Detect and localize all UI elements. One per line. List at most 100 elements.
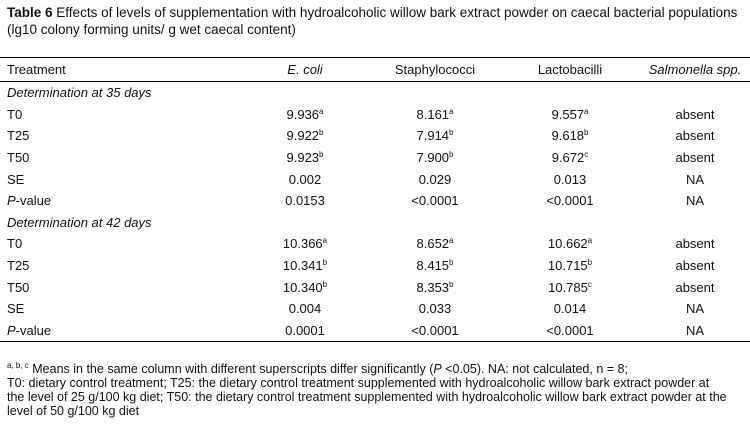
cell-value: 8.161: [416, 106, 450, 122]
column-header: Salmonella spp.: [640, 58, 750, 82]
value-cell: absent: [640, 276, 750, 298]
table-header: Treatment E. coli Staphylococci Lactobacill…: [0, 57, 750, 82]
section-heading: Determination at 42 days: [7, 214, 152, 230]
cell-value: absent: [675, 279, 715, 295]
caption-text: Effects of levels of supplementation wit…: [7, 5, 738, 37]
cell-value: 10.340: [282, 279, 323, 295]
cell-value: 9.557: [551, 106, 585, 122]
footnote-line: a, b, c Means in the same column with di…: [7, 362, 727, 377]
footnote-text: <0.05). NA: not calculated, n = 8;: [441, 362, 628, 376]
value-cell: absent: [640, 125, 750, 147]
value-cell: 8.353b: [370, 276, 500, 298]
column-header-text: E. coli: [287, 62, 323, 77]
caption-label: Table 6: [7, 5, 53, 20]
cell-value: absent: [675, 258, 715, 274]
cell-value: 0.004: [288, 301, 322, 317]
value-cell: 0.014: [500, 298, 640, 320]
table-row: T50 10.340b 8.353b 10.785c absent: [0, 276, 750, 298]
column-header-text: Staphylococci: [394, 62, 476, 77]
treatment-cell: T0: [0, 233, 240, 255]
treatment: T25: [7, 258, 30, 274]
cell-value: absent: [675, 150, 715, 166]
treatment: T0: [7, 236, 23, 252]
treatment: -value: [15, 193, 52, 209]
cell-value: 7.914: [416, 128, 450, 144]
footnote-text: Means in the same column with different …: [28, 362, 434, 376]
value-cell: 10.662a: [500, 233, 640, 255]
cell-value: 0.002: [288, 171, 322, 187]
section-row: Determination at 35 days: [0, 82, 750, 104]
cell-superscript: a: [587, 236, 593, 246]
treatment: T0: [7, 106, 23, 122]
value-cell: NA: [640, 190, 750, 212]
cell-value: 10.785: [548, 279, 588, 295]
value-cell: 8.415b: [370, 255, 500, 277]
treatment: -value: [15, 322, 52, 338]
footnote: a, b, c Means in the same column with di…: [7, 362, 727, 419]
table-row: T25 10.341b 8.415b 10.715b absent: [0, 255, 750, 277]
treatment-cell: T25: [0, 125, 240, 147]
value-cell: 9.936a: [240, 104, 370, 126]
cell-superscript: a: [449, 106, 454, 116]
value-cell: 7.914b: [370, 125, 500, 147]
value-cell: <0.0001: [370, 190, 500, 212]
cell-value: 9.923: [286, 150, 320, 166]
cell-value: <0.0001: [546, 322, 594, 338]
cell-superscript: b: [319, 128, 324, 138]
cell-value: 0.014: [553, 301, 587, 317]
cell-value: 8.353: [416, 279, 450, 295]
table-row: P-value 0.0001 <0.0001 <0.0001 NA: [0, 320, 750, 342]
value-cell: 9.672c: [500, 147, 640, 169]
cell-value: 10.715: [547, 258, 588, 274]
treatment-cell: T50: [0, 147, 240, 169]
value-cell: 10.366a: [240, 233, 370, 255]
value-cell: NA: [640, 298, 750, 320]
cell-superscript: b: [584, 128, 589, 138]
cell-superscript: b: [322, 258, 328, 268]
section-row: Determination at 42 days: [0, 212, 750, 234]
table-body: Determination at 35 days T0 9.936a 8.161a 9.…: [0, 82, 750, 342]
table-row: T50 9.923b 7.900b 9.672c absent: [0, 147, 750, 169]
cell-value: NA: [685, 171, 705, 187]
cell-value: 9.618: [551, 128, 585, 144]
value-cell: NA: [640, 320, 750, 342]
cell-value: NA: [685, 193, 705, 209]
table-row: T0 9.936a 8.161a 9.557a absent: [0, 104, 750, 126]
value-cell: 10.715b: [500, 255, 640, 277]
column-header-text: Lactobacilli: [537, 62, 603, 77]
value-cell: absent: [640, 233, 750, 255]
value-cell: 0.0001: [240, 320, 370, 342]
treatment-italic: P: [7, 193, 16, 209]
cell-superscript: b: [449, 128, 454, 138]
treatment-cell: P-value: [0, 190, 240, 212]
treatment-cell: T0: [0, 104, 240, 126]
cell-value: 9.936: [286, 106, 320, 122]
table-row: SE 0.004 0.033 0.014 NA: [0, 298, 750, 320]
caption: Table 6 Effects of levels of supplementa…: [7, 4, 742, 38]
treatment: T50: [7, 279, 30, 295]
value-cell: 0.033: [370, 298, 500, 320]
cell-superscript: a: [584, 106, 589, 116]
cell-superscript: b: [449, 258, 454, 268]
value-cell: <0.0001: [370, 320, 500, 342]
cell-superscript: b: [322, 279, 328, 289]
cell-value: NA: [685, 322, 705, 338]
cell-value: 0.0001: [285, 322, 325, 338]
footnote-italic: P: [433, 362, 442, 376]
cell-superscript: a: [449, 236, 454, 246]
cell-superscript: c: [584, 150, 589, 160]
cell-value: 10.341: [282, 258, 323, 274]
cell-value: NA: [685, 301, 705, 317]
treatment: SE: [7, 171, 25, 187]
cell-value: 0.0153: [285, 193, 325, 209]
treatment-cell: SE: [0, 168, 240, 190]
table-row: P-value 0.0153 <0.0001 <0.0001 NA: [0, 190, 750, 212]
value-cell: absent: [640, 255, 750, 277]
column-header: Staphylococci: [370, 58, 500, 82]
cell-value: 8.415: [416, 258, 450, 274]
value-cell: <0.0001: [500, 320, 640, 342]
treatment-cell: T25: [0, 255, 240, 277]
treatment: T25: [7, 128, 30, 144]
column-header: Treatment: [0, 58, 240, 82]
